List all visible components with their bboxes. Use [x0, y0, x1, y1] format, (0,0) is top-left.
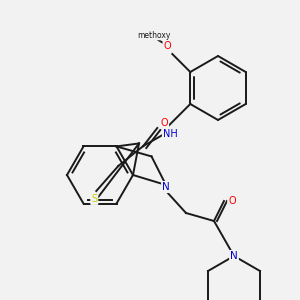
Text: methoxy: methoxy	[138, 31, 171, 40]
Text: O: O	[164, 41, 171, 51]
Text: O: O	[160, 118, 168, 128]
Text: O: O	[228, 196, 236, 206]
Text: NH: NH	[163, 129, 178, 139]
Text: S: S	[91, 194, 97, 204]
Text: N: N	[162, 182, 170, 192]
Text: N: N	[230, 251, 238, 261]
